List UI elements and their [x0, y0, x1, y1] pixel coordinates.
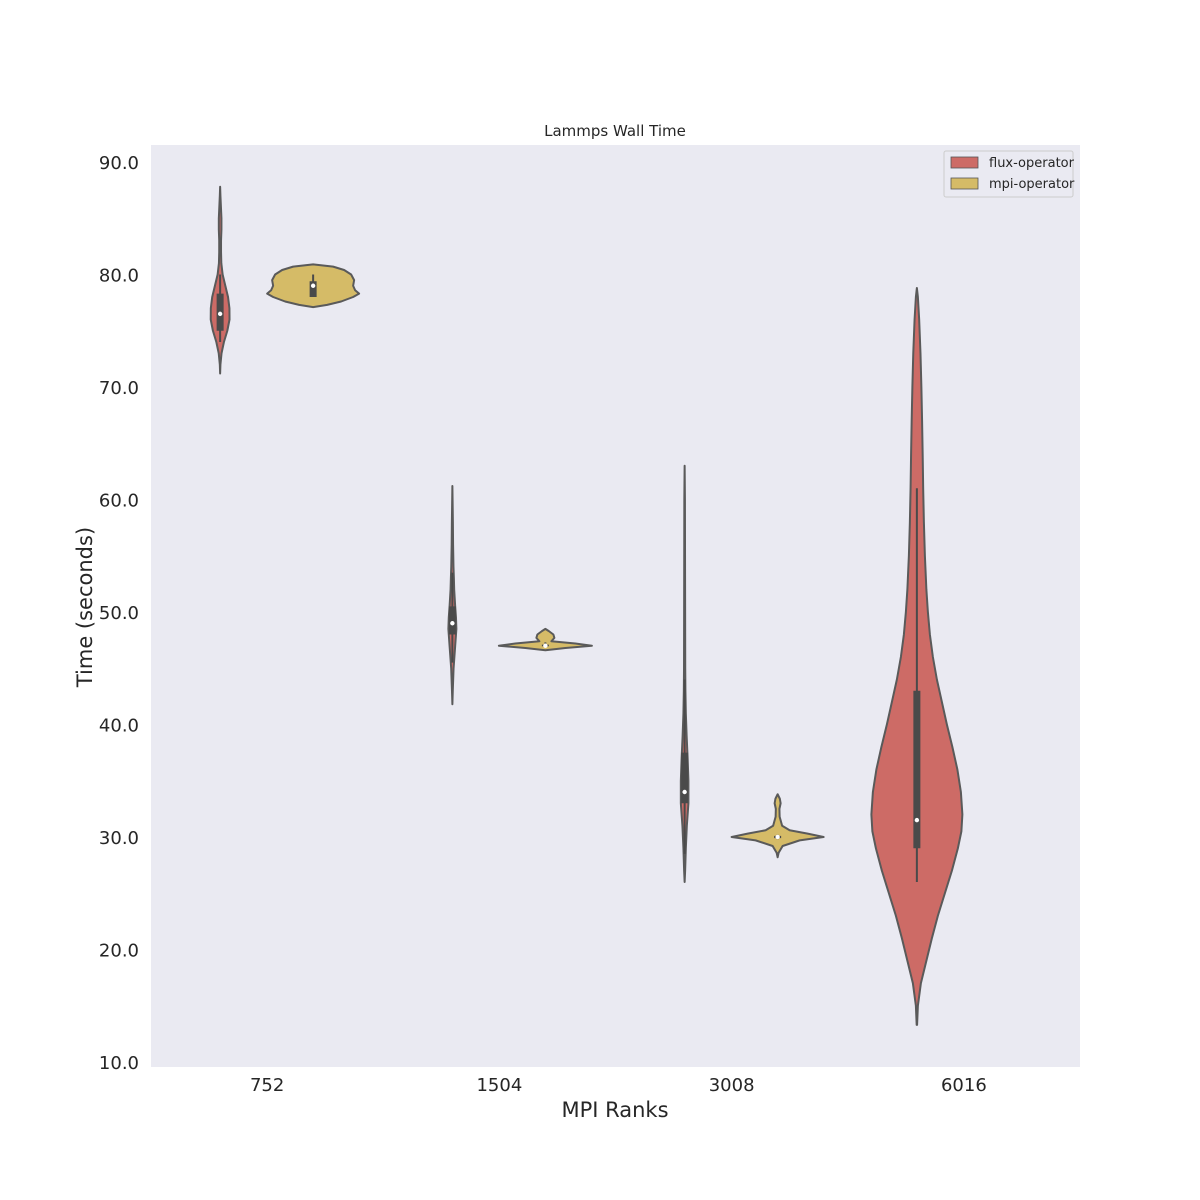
y-tick-label: 20.0: [99, 941, 139, 962]
violin-mpi-operator-3008: [730, 793, 825, 859]
violin-mpi-operator-1504: [497, 627, 593, 652]
y-tick-label: 10.0: [99, 1053, 139, 1074]
y-tick-label: 40.0: [99, 716, 139, 737]
chart-title: Lammps Wall Time: [544, 122, 686, 140]
y-axis-label: Time (seconds): [73, 527, 97, 688]
violin-body: [497, 627, 593, 652]
violins: [209, 185, 964, 1026]
violin-median-dot: [543, 643, 548, 648]
violin-flux-operator-752: [209, 185, 231, 375]
x-tick-label: 1504: [476, 1075, 522, 1096]
violin-mpi-operator-752: [266, 263, 361, 309]
violin-body: [730, 793, 825, 859]
y-tick-label: 50.0: [99, 603, 139, 624]
violin-median-dot: [775, 834, 780, 840]
y-tick-label: 90.0: [99, 153, 139, 174]
violin-median-dot: [310, 283, 316, 288]
x-tick-label: 3008: [709, 1075, 755, 1096]
y-axis-ticks: 10.0 20.0 30.0 40.0 50.0 60.0 70.0 80.0 90.0: [99, 153, 139, 1074]
y-tick-label: 70.0: [99, 378, 139, 399]
violin-median-dot: [450, 621, 455, 626]
violin-flux-operator-3008: [679, 464, 690, 883]
violin-median-dot: [217, 311, 223, 317]
violin-median-dot: [914, 817, 920, 823]
legend-swatch-flux-operator: [950, 156, 979, 169]
legend-label-mpi-operator: mpi-operator: [989, 177, 1075, 192]
x-tick-label: 6016: [941, 1075, 987, 1096]
legend-label-flux-operator: flux-operator: [989, 156, 1075, 171]
violin-iqr-box: [448, 606, 456, 635]
violin-flux-operator-1504: [447, 485, 458, 706]
y-tick-label: 30.0: [99, 828, 139, 849]
x-tick-label: 752: [250, 1075, 284, 1096]
violin-iqr-box: [681, 752, 689, 804]
violin-iqr-box: [913, 690, 921, 849]
violin-flux-operator-6016: [870, 287, 964, 1026]
legend: flux-operator mpi-operator: [943, 150, 1075, 198]
violin-iqr-box: [309, 281, 317, 297]
violin-median-dot: [682, 789, 687, 795]
legend-swatch-mpi-operator: [950, 177, 979, 190]
y-tick-label: 60.0: [99, 491, 139, 512]
x-axis-label: MPI Ranks: [561, 1098, 668, 1122]
y-tick-label: 80.0: [99, 266, 139, 287]
x-axis-ticks: 752 1504 3008 6016: [250, 1075, 987, 1096]
